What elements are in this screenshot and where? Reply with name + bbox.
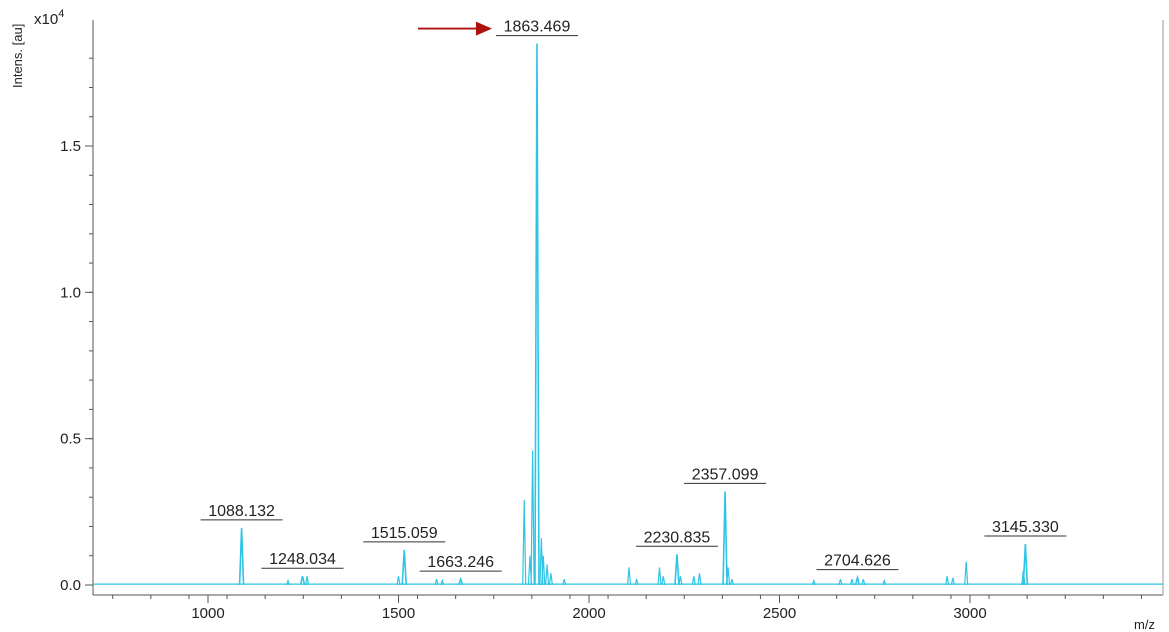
minor-peak bbox=[434, 578, 439, 586]
minor-peak bbox=[950, 577, 955, 586]
x-axis-title: m/z bbox=[1134, 617, 1155, 632]
labeled-peak bbox=[401, 549, 408, 586]
peak-label: 1863.469 bbox=[504, 19, 571, 36]
minor-peak bbox=[691, 576, 696, 586]
labeled-peak bbox=[534, 43, 540, 586]
minor-peak bbox=[527, 555, 533, 586]
labeled-peak bbox=[457, 576, 464, 586]
peak-label: 1515.059 bbox=[371, 525, 438, 542]
minor-peak bbox=[838, 578, 843, 586]
minor-peak bbox=[861, 578, 866, 586]
y-axis-title: Intens. [au] bbox=[10, 24, 25, 88]
minor-peak bbox=[849, 578, 854, 586]
minor-peak bbox=[304, 576, 310, 586]
peak-label: 2704.626 bbox=[824, 553, 891, 570]
peak-label: 3145.330 bbox=[992, 519, 1059, 536]
minor-peak bbox=[945, 576, 950, 586]
labeled-peak bbox=[722, 491, 728, 586]
y-multiplier: x104 bbox=[34, 8, 64, 28]
minor-peak bbox=[657, 567, 662, 586]
minor-peak bbox=[964, 561, 969, 586]
minor-peak bbox=[729, 578, 734, 586]
x-tick-label: 2500 bbox=[763, 605, 796, 622]
peak-labels: 1088.132 1248.034 1515.059 1663.246 1863.469… bbox=[200, 19, 1067, 572]
peak-label: 2230.835 bbox=[644, 529, 711, 546]
peak-label: 1088.132 bbox=[208, 503, 275, 520]
minor-peak bbox=[530, 450, 535, 586]
minor-peak bbox=[396, 576, 401, 586]
minor-peak bbox=[697, 573, 702, 586]
minor-peak bbox=[285, 578, 291, 586]
labeled-peak bbox=[299, 576, 306, 586]
arrow-annotation bbox=[417, 21, 492, 36]
minor-peak bbox=[882, 578, 887, 586]
minor-peak bbox=[541, 555, 546, 586]
x-tick-label: 1500 bbox=[382, 605, 415, 622]
minor-peak bbox=[626, 567, 632, 586]
y-tick-label: 1.0 bbox=[60, 284, 81, 301]
x-tick-label: 2000 bbox=[572, 605, 605, 622]
arrow-head bbox=[475, 21, 492, 36]
labeled-peak bbox=[238, 527, 245, 586]
peak-label: 1248.034 bbox=[269, 551, 336, 568]
minor-peak bbox=[811, 578, 816, 586]
y-tick-label: 0.0 bbox=[60, 577, 81, 594]
minor-peak bbox=[522, 500, 527, 586]
minor-peak bbox=[562, 578, 567, 586]
x-tick-label: 1000 bbox=[191, 605, 224, 622]
peak-label: 1663.246 bbox=[427, 554, 494, 571]
labeled-peak bbox=[854, 574, 861, 586]
minor-peak bbox=[544, 564, 550, 586]
labeled-peak bbox=[674, 554, 680, 586]
y-tick-label: 1.5 bbox=[60, 138, 81, 155]
y-tick-label: 0.5 bbox=[60, 431, 81, 448]
peak-label: 2357.099 bbox=[692, 466, 759, 483]
x-tick-label: 3000 bbox=[953, 605, 986, 622]
minor-peak bbox=[440, 578, 445, 586]
minor-peak bbox=[548, 573, 553, 586]
axes: 0.0 0.5 1.0 1.5 1000 1500 2000 2500 3000 bbox=[60, 20, 1164, 622]
spectrum-series bbox=[93, 43, 1163, 586]
minor-peak bbox=[661, 576, 666, 586]
labeled-peak bbox=[1022, 543, 1029, 586]
minor-peak bbox=[634, 578, 639, 586]
